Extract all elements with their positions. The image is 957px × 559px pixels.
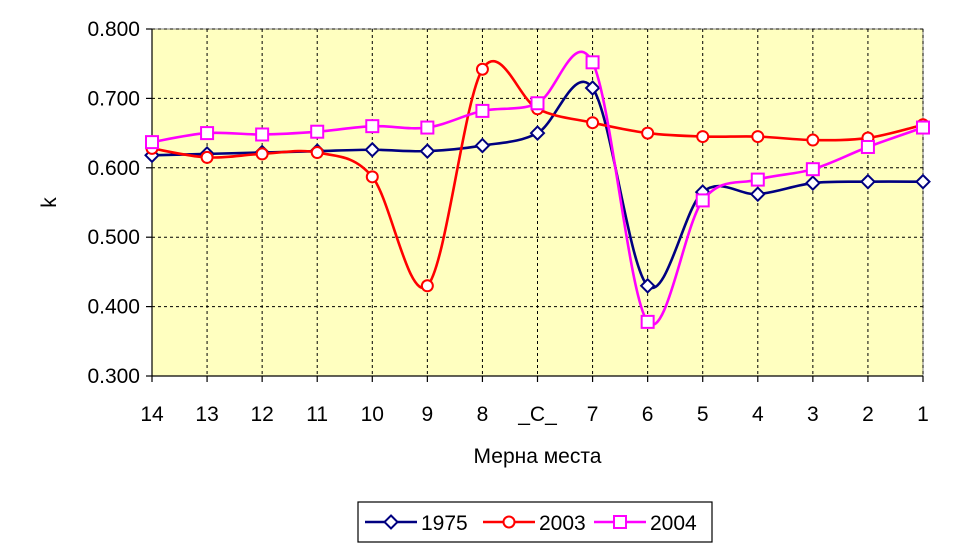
data-point-1975 [419,143,436,160]
data-point-2004 [860,139,875,154]
y-tick-label: 0.700 [87,87,140,110]
data-point-2004 [200,126,215,141]
data-point-1975 [584,80,601,96]
x-tick-label: _C_ [517,403,557,426]
y-tick-label: 0.400 [87,296,140,319]
data-point-2004 [585,55,600,70]
y-tick-labels: 0.300 0.400 0.500 0.600 0.700 0.800 [87,18,140,388]
data-point-2004 [145,135,159,150]
data-point-2004 [530,96,545,111]
data-point-2003 [420,279,434,293]
legend-label: 2003 [539,512,586,535]
axes [146,28,924,382]
data-point-2004 [475,103,490,118]
data-point-2003 [310,146,324,160]
data-point-2004 [310,124,325,139]
legend-item-2004: 2004 [594,512,697,535]
data-point-2004 [805,162,820,177]
data-point-2004 [255,127,270,142]
x-tick-label: 1 [917,403,929,426]
data-point-2003 [696,130,710,144]
data-point-2003 [200,150,214,164]
x-tick-label: 8 [477,403,489,426]
x-tick-label: 3 [807,403,819,426]
data-point-1975 [529,125,546,142]
x-tick-label: 6 [642,403,654,426]
x-tick-label: 5 [697,403,709,426]
legend-label: 1975 [421,512,468,535]
data-point-2003 [255,147,269,161]
legend-item-1975: 1975 [365,512,468,535]
data-point-1975 [860,173,876,190]
legend: 1975 2003 2004 [357,501,713,543]
x-axis-title: Мерна места [474,445,602,468]
data-point-2004 [420,120,435,135]
legend-item-2003: 2003 [483,512,586,535]
data-point-1975 [364,141,381,158]
data-point-1975 [474,137,491,154]
x-tick-label: 12 [250,403,273,426]
y-axis-title: k [38,197,61,208]
x-tick-labels: 14 13 12 11 10 9 8 _C_ 7 6 5 4 3 2 1 [140,403,929,426]
data-point-1975 [804,175,821,191]
data-point-2003 [806,133,820,147]
x-tick-label: 14 [140,403,164,426]
data-point-2003 [751,130,765,144]
gridlines [152,28,924,376]
legend-marker [383,514,399,530]
y-tick-label: 0.800 [87,18,140,41]
x-tick-label: 4 [752,403,764,426]
series-2004 [145,50,930,329]
data-point-2004 [640,314,655,329]
x-tick-label: 13 [195,403,218,426]
data-point-2004 [916,120,930,135]
data-point-1975 [749,186,766,203]
data-point-2003 [365,170,379,184]
x-tick-label: 2 [862,403,874,426]
series-group [144,50,931,329]
legend-marker [502,515,516,529]
series-line-2004 [151,50,924,326]
data-point-2003 [641,126,655,140]
data-point-2004 [695,193,710,208]
data-point-1975 [915,173,931,190]
x-tick-label: 9 [422,403,434,426]
x-tick-label: 11 [306,403,328,426]
data-point-2004 [365,119,380,134]
data-point-1975 [639,277,656,294]
x-tick-label: 10 [361,403,384,426]
y-tick-label: 0.300 [87,365,140,388]
data-point-2004 [750,172,765,187]
data-point-2003 [586,116,600,130]
legend-marker [613,515,627,529]
series-line-2003 [151,59,924,290]
x-tick-label: 7 [587,403,599,426]
legend-label: 2004 [650,512,697,535]
y-tick-label: 0.600 [87,157,140,180]
y-tick-label: 0.500 [87,226,140,249]
data-point-2003 [475,62,489,76]
